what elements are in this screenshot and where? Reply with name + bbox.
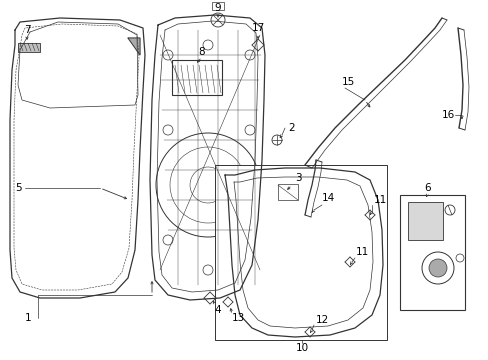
Circle shape [428,259,446,277]
Text: 14: 14 [321,193,334,203]
Text: 11: 11 [373,195,386,205]
Text: 3: 3 [294,173,301,183]
Text: 7: 7 [23,25,30,35]
Text: 11: 11 [355,247,368,257]
Bar [407,202,442,240]
Text: 6: 6 [424,183,430,193]
Bar [212,2,224,10]
Text: 4: 4 [214,305,221,315]
Text: 5: 5 [15,183,21,193]
Text: 10: 10 [295,343,308,353]
Text: 15: 15 [341,77,354,87]
Bar [215,165,386,340]
Bar [399,195,464,310]
Polygon shape [128,38,140,55]
Bar [278,184,297,200]
Text: 16: 16 [441,110,454,120]
Text: 1: 1 [24,313,31,323]
Text: 12: 12 [315,315,328,325]
Text: 17: 17 [251,23,264,33]
Text: 8: 8 [198,47,205,57]
Bar [172,60,222,95]
Text: 9: 9 [214,3,221,13]
Text: 13: 13 [231,313,244,323]
Bar [18,43,40,52]
Text: 2: 2 [288,123,295,133]
